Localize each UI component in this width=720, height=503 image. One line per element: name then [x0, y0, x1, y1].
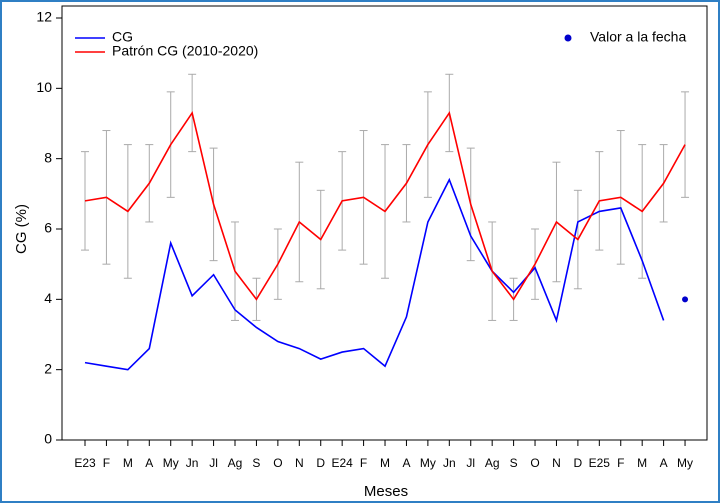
x-tick-label: My — [163, 456, 179, 470]
x-tick-label: E24 — [331, 456, 353, 470]
legend-label: Patrón CG (2010-2020) — [112, 43, 258, 59]
y-tick-label: 8 — [44, 149, 52, 165]
x-tick-label: D — [574, 456, 583, 470]
x-tick-label: F — [617, 456, 624, 470]
y-tick-label: 6 — [44, 220, 52, 236]
x-tick-label: N — [295, 456, 304, 470]
x-tick-label: Jl — [466, 456, 475, 470]
series-line — [84, 110, 686, 301]
x-tick-label: F — [103, 456, 110, 470]
y-axis-label: CG (%) — [13, 204, 30, 254]
x-tick-label: A — [402, 456, 410, 470]
y-tick-label: 0 — [44, 431, 52, 447]
x-tick-label: O — [530, 456, 539, 470]
x-tick-label: My — [677, 456, 693, 470]
x-tick-label: E23 — [74, 456, 96, 470]
x-tick-label: O — [273, 456, 282, 470]
x-tick-label: A — [145, 456, 153, 470]
x-tick-label: E25 — [589, 456, 611, 470]
x-tick-label: Jn — [186, 456, 199, 470]
legend-swatch — [564, 34, 572, 42]
y-tick-label: 10 — [36, 79, 52, 95]
x-tick-label: N — [552, 456, 561, 470]
x-tick-label: Jn — [443, 456, 456, 470]
x-tick-label: S — [510, 456, 518, 470]
x-tick-label: Jl — [209, 456, 218, 470]
y-tick-label: 4 — [44, 290, 52, 306]
series-line — [84, 177, 665, 371]
y-tick-label: 2 — [44, 360, 52, 376]
x-tick-label: M — [637, 456, 647, 470]
x-tick-label: Ag — [485, 456, 500, 470]
x-tick-label: Ag — [228, 456, 243, 470]
legend-label: CG — [112, 29, 133, 45]
x-tick-label: S — [252, 456, 260, 470]
x-tick-label: F — [360, 456, 367, 470]
x-tick-label: D — [316, 456, 325, 470]
legend-label: Valor a la fecha — [590, 29, 686, 45]
x-tick-label: M — [380, 456, 390, 470]
plot-frame — [61, 5, 708, 441]
x-tick-label: A — [660, 456, 668, 470]
y-tick-label: 12 — [36, 9, 52, 25]
x-axis-label: Meses — [364, 483, 408, 500]
x-tick-label: My — [420, 456, 436, 470]
x-tick-label: M — [123, 456, 133, 470]
data-point — [682, 296, 689, 303]
